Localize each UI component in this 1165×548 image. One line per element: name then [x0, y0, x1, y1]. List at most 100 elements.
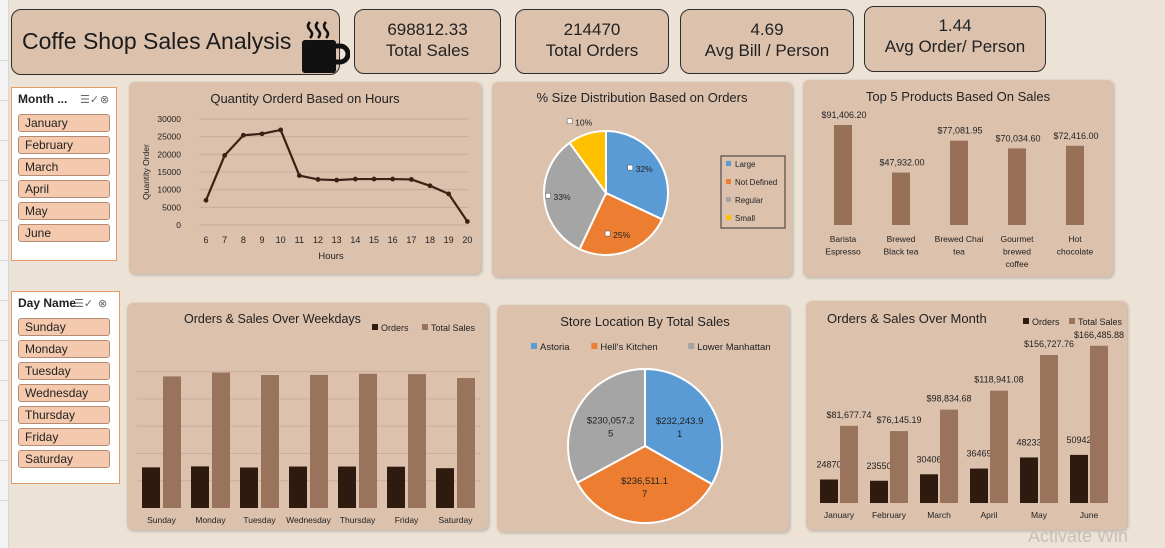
multi-select-icon[interactable]: ☰✓ [80, 94, 100, 106]
data-point [352, 176, 358, 182]
bar-total-sales [990, 390, 1008, 503]
kpi-total-orders: 214470 Total Orders [515, 9, 669, 74]
bar-total-sales [310, 374, 328, 508]
bar-orders [920, 474, 938, 503]
data-label: $230,057.2 [587, 416, 635, 427]
day-slicer-item-wednesday[interactable]: Wednesday [18, 384, 110, 402]
legend-label: Orders [381, 323, 409, 333]
data-point [408, 177, 414, 182]
bar [834, 125, 852, 225]
category-label: Brewed [887, 234, 916, 244]
bar-total-sales [212, 372, 230, 508]
weekdays-chart-panel: Orders & Sales Over Weekdays Orders Total … [127, 303, 488, 530]
legend-label: Regular [735, 196, 763, 205]
kpi-total-sales-label: Total Sales [385, 41, 470, 60]
bar [1008, 148, 1026, 225]
y-tick-label: 15000 [157, 167, 181, 177]
month-slicer-item-january[interactable]: January [18, 114, 110, 132]
x-tick-label: 7 [222, 235, 227, 245]
bar-orders [240, 467, 258, 508]
data-label: $98,834.68 [926, 394, 971, 404]
y-tick-label: 10000 [157, 185, 181, 195]
x-tick-label: 19 [444, 235, 454, 245]
bar-total-sales [1040, 354, 1058, 503]
data-label: 30406 [916, 454, 941, 464]
category-label: coffee [1005, 259, 1028, 269]
clear-filter-icon[interactable]: ⊗ [98, 298, 108, 310]
category-label: Gourmet [1000, 234, 1034, 244]
chart-title: Top 5 Products Based On Sales [866, 89, 1051, 104]
data-label: $47,932.00 [879, 158, 924, 168]
hours-chart-panel: Quantity Orderd Based on Hours 0 5000 10000… [129, 82, 481, 274]
legend-label: Total Sales [1078, 317, 1123, 327]
day-slicer-item-friday[interactable]: Friday [18, 428, 110, 446]
y-tick-label: 5000 [162, 202, 181, 212]
month-slicer-item-may[interactable]: May [18, 202, 110, 220]
kpi-total-sales-value: 698812.33 [387, 20, 468, 39]
month-slicer-item-march[interactable]: March [18, 158, 110, 176]
x-tick-label: 13 [332, 235, 342, 245]
data-label: 24870 [816, 460, 841, 470]
category-label: Saturday [438, 515, 473, 525]
legend-swatch [688, 343, 695, 349]
bar-orders [142, 467, 160, 508]
legend-swatch [591, 343, 598, 349]
category-label: Sunday [147, 515, 177, 525]
clear-filter-icon[interactable]: ⊗ [100, 94, 110, 106]
day-slicer-item-sunday[interactable]: Sunday [18, 318, 110, 336]
bar-total-sales [1090, 345, 1108, 503]
bar-orders [191, 466, 209, 508]
category-label: Thursday [340, 515, 376, 525]
category-label: April [980, 510, 997, 520]
data-label: $70,034.60 [995, 133, 1040, 143]
category-label: March [927, 510, 951, 520]
size-slice [605, 129, 669, 221]
y-tick-label: 0 [176, 220, 181, 230]
day-slicer[interactable]: Day Name ☰✓ ⊗ Sunday Monday Tuesday Wednesd… [11, 291, 120, 484]
store-slice [567, 367, 646, 485]
x-tick-label: 15 [369, 235, 379, 245]
y-tick-label: 30000 [157, 114, 181, 124]
legend-label: Hell's Kitchen [600, 342, 657, 353]
bar-total-sales [359, 373, 377, 508]
x-tick-label: 9 [259, 235, 264, 245]
bar-total-sales [163, 376, 181, 508]
month-slicer[interactable]: Month ... ☰✓ ⊗ January February March April… [11, 87, 117, 261]
day-slicer-item-saturday[interactable]: Saturday [18, 450, 110, 468]
bar-total-sales [457, 378, 475, 508]
bar-orders [970, 468, 988, 503]
category-label: Hot [1068, 234, 1082, 244]
x-tick-label: 12 [313, 235, 323, 245]
x-tick-label: 16 [388, 235, 398, 245]
data-label: 48233 [1016, 437, 1041, 447]
kpi-avg-bill: 4.69 Avg Bill / Person [680, 9, 854, 74]
category-label: chocolate [1057, 247, 1094, 257]
bar-total-sales [840, 425, 858, 503]
day-slicer-item-monday[interactable]: Monday [18, 340, 110, 358]
data-label: $232,243.9 [656, 416, 704, 427]
category-label: Tuesday [243, 515, 276, 525]
legend-swatch [1023, 318, 1029, 324]
x-tick-label: 17 [406, 235, 416, 245]
month-slicer-item-june[interactable]: June [18, 224, 110, 242]
day-slicer-item-thursday[interactable]: Thursday [18, 406, 110, 424]
x-tick-label: 20 [462, 235, 472, 245]
data-label-marker [545, 192, 551, 199]
category-label: Barista [830, 234, 857, 244]
legend-swatch [726, 179, 731, 184]
category-label: Friday [395, 515, 419, 525]
month-slicer-item-february[interactable]: February [18, 136, 110, 154]
bar-orders [338, 466, 356, 508]
multi-select-icon[interactable]: ☰✓ [74, 298, 94, 310]
day-slicer-item-tuesday[interactable]: Tuesday [18, 362, 110, 380]
y-axis-label: Quantity Order [141, 144, 151, 200]
chart-title: Store Location By Total Sales [560, 314, 730, 329]
legend-label: Astoria [540, 342, 570, 353]
data-label-marker [566, 118, 573, 124]
data-label: 50942 [1066, 435, 1091, 445]
store-chart-panel: Store Location By Total Sales Astoria Hell… [497, 305, 789, 532]
bar-total-sales [890, 431, 908, 503]
x-axis-label: Hours [318, 251, 344, 262]
bar-total-sales [261, 375, 279, 508]
month-slicer-item-april[interactable]: April [18, 180, 110, 198]
